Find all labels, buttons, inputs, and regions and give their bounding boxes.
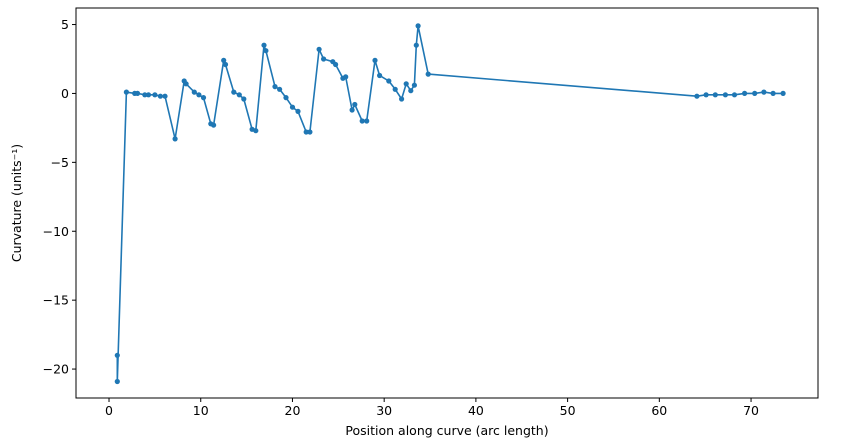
data-point [780, 90, 786, 96]
data-point [241, 96, 247, 102]
data-point [343, 74, 349, 80]
data-point [263, 48, 269, 54]
y-axis-label: Curvature (units⁻¹) [9, 144, 24, 262]
data-point [399, 96, 405, 102]
data-point [392, 86, 398, 92]
data-point [261, 42, 267, 48]
y-tick-label: −15 [43, 293, 69, 308]
data-point [307, 129, 313, 135]
data-point [303, 129, 309, 135]
data-point [411, 82, 417, 88]
data-point [742, 90, 748, 96]
data-point [372, 57, 378, 64]
x-tick-label: 40 [468, 403, 484, 418]
data-point [196, 92, 202, 98]
data-point [377, 72, 383, 79]
data-point [770, 90, 776, 96]
data-point [123, 89, 129, 95]
data-point [359, 118, 365, 124]
data-point [145, 92, 152, 98]
y-tick-label: −5 [51, 155, 69, 170]
x-tick-label: 20 [285, 403, 301, 418]
x-tick-label: 50 [560, 403, 576, 418]
data-point [172, 136, 178, 142]
x-tick-label: 60 [651, 403, 667, 418]
x-tick-label: 30 [376, 403, 392, 418]
data-point [731, 92, 738, 98]
data-point [114, 378, 120, 385]
data-point [761, 89, 767, 95]
y-tick-label: 0 [61, 86, 69, 101]
y-tick-label: 5 [61, 17, 69, 32]
data-point [222, 61, 229, 68]
data-point [712, 92, 718, 98]
data-point [408, 88, 414, 94]
plot-frame [75, 7, 819, 399]
data-point [134, 90, 141, 96]
data-point [413, 42, 419, 48]
data-point [157, 93, 163, 99]
data-point [200, 95, 207, 101]
data-point [316, 46, 322, 52]
data-point [425, 71, 431, 77]
data-point [114, 352, 120, 358]
data-point [364, 118, 370, 124]
data-point [703, 92, 709, 98]
data-point [142, 92, 148, 98]
x-axis-label: Position along curve (arc length) [345, 423, 548, 438]
data-point [231, 89, 237, 95]
series-layer [114, 23, 786, 385]
data-point [722, 92, 729, 98]
data-point [321, 56, 327, 62]
data-point [415, 23, 421, 29]
data-point [183, 81, 189, 87]
x-tick-label: 70 [743, 403, 759, 418]
x-tick-label: 0 [105, 403, 113, 418]
data-point [333, 61, 339, 68]
data-point [152, 92, 158, 98]
data-point [386, 78, 392, 84]
data-point [289, 104, 296, 110]
data-point [253, 128, 259, 134]
data-point [694, 93, 700, 99]
data-point [162, 93, 168, 99]
data-point [191, 89, 197, 95]
y-tick-label: −10 [43, 224, 69, 239]
data-point [236, 92, 242, 98]
x-tick-label: 10 [193, 403, 209, 418]
data-point [403, 81, 409, 87]
axis-ticks: 0 10 20 30 40 50 60 70 −20 −15 −10 −5 0 5 [43, 17, 759, 418]
data-point [752, 90, 758, 96]
y-tick-label: −20 [43, 362, 69, 377]
data-point [221, 57, 227, 64]
data-point [349, 107, 355, 113]
data-point [277, 86, 283, 92]
data-point [211, 122, 217, 128]
data-point [283, 95, 289, 101]
data-point [272, 84, 278, 90]
data-point [295, 108, 301, 114]
data-point [352, 101, 358, 108]
